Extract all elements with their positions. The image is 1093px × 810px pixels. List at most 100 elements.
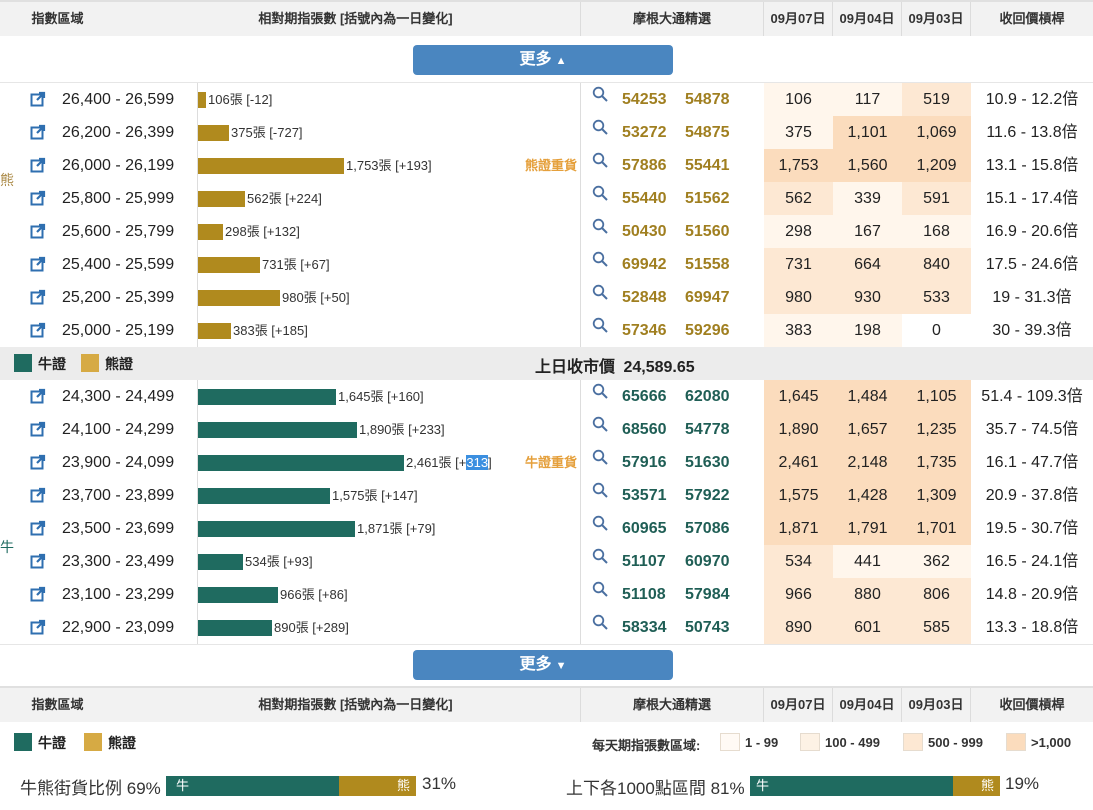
daily-contracts-cell: 1,791: [833, 512, 902, 545]
search-icon[interactable]: [592, 152, 608, 168]
warrant-code-link[interactable]: 69942: [622, 256, 667, 273]
warrant-code-link[interactable]: 51562: [685, 190, 730, 207]
warrant-code-link[interactable]: 55441: [685, 157, 730, 174]
header-date-2[interactable]: 09月04日: [839, 11, 895, 26]
search-icon[interactable]: [592, 482, 608, 498]
daily-contracts-cell: 106: [764, 83, 833, 116]
search-icon[interactable]: [592, 218, 608, 234]
warrant-code-link[interactable]: 51630: [685, 454, 730, 471]
daily-contracts-cell: 1,575: [764, 479, 833, 512]
warrant-code-link[interactable]: 54253: [622, 91, 667, 108]
warrant-code-link[interactable]: 59296: [685, 322, 730, 339]
search-icon[interactable]: [592, 548, 608, 564]
external-link-icon[interactable]: [30, 289, 46, 305]
warrant-code-link[interactable]: 62080: [685, 388, 730, 405]
search-icon[interactable]: [592, 614, 608, 630]
daily-contracts-cell: 731: [764, 248, 833, 281]
index-range: 25,600 - 25,799: [62, 223, 175, 240]
daily-contracts-cell: 441: [833, 545, 902, 578]
search-icon[interactable]: [592, 416, 608, 432]
search-icon[interactable]: [592, 515, 608, 531]
warrant-code-link[interactable]: 57916: [622, 454, 667, 471]
header-date-3[interactable]: 09月03日: [908, 697, 964, 712]
warrant-code-link[interactable]: 54878: [685, 91, 730, 108]
left-ratio-bull-pct: 69%: [126, 779, 161, 798]
search-icon[interactable]: [592, 86, 608, 102]
external-link-icon[interactable]: [30, 421, 46, 437]
header-date-1[interactable]: 09月07日: [770, 697, 826, 712]
external-link-icon[interactable]: [30, 619, 46, 635]
warrant-code-link[interactable]: 53272: [622, 124, 667, 141]
external-link-icon[interactable]: [30, 91, 46, 107]
warrant-code-link[interactable]: 50430: [622, 223, 667, 240]
external-link-icon[interactable]: [30, 520, 46, 536]
header-divider: [580, 688, 581, 722]
column-divider: [580, 83, 581, 347]
external-link-icon[interactable]: [30, 454, 46, 470]
daily-contracts-cell: 1,069: [902, 116, 971, 149]
external-link-icon[interactable]: [30, 190, 46, 206]
warrant-code-link[interactable]: 51107: [622, 553, 666, 570]
warrant-code-link[interactable]: 57922: [685, 487, 730, 504]
bull-legend-label: 牛證: [38, 356, 66, 372]
external-link-icon[interactable]: [30, 157, 46, 173]
contract-bar: [198, 455, 404, 471]
more-button-label: 更多: [519, 656, 552, 673]
external-link-icon[interactable]: [30, 322, 46, 338]
contract-bar-label: 1,890張 [+233]: [359, 422, 445, 437]
warrant-code-link[interactable]: 57086: [685, 520, 730, 537]
warrant-code-link[interactable]: 57346: [622, 322, 667, 339]
index-range: 22,900 - 23,099: [62, 619, 175, 636]
warrant-code-link[interactable]: 57984: [685, 586, 730, 603]
scale-swatch-3: [903, 733, 923, 751]
contract-bar: [198, 521, 355, 537]
warrant-code-link[interactable]: 60965: [622, 520, 667, 537]
external-link-icon[interactable]: [30, 388, 46, 404]
warrant-code-link[interactable]: 50743: [685, 619, 730, 636]
warrant-code-link[interactable]: 58334: [622, 619, 667, 636]
warrant-code-link[interactable]: 52848: [622, 289, 667, 306]
bull-row: 22,900 - 23,099 890張 [+289] 58334 50743 890 6…: [0, 611, 1093, 644]
warrant-code-link[interactable]: 54875: [685, 124, 730, 141]
header-bar: 相對期指張數 [括號內為一日變化]: [258, 697, 453, 712]
warrant-code-link[interactable]: 55440: [622, 190, 667, 207]
header-date-2[interactable]: 09月04日: [839, 697, 895, 712]
warrant-code-link[interactable]: 60970: [685, 553, 730, 570]
search-icon[interactable]: [592, 251, 608, 267]
warrant-code-link[interactable]: 51108: [622, 586, 666, 603]
search-icon[interactable]: [592, 581, 608, 597]
warrant-code-link[interactable]: 69947: [685, 289, 730, 306]
warrant-code-link[interactable]: 57886: [622, 157, 667, 174]
search-icon[interactable]: [592, 185, 608, 201]
search-icon[interactable]: [592, 449, 608, 465]
scale-title: 每天期指張數區域:: [592, 738, 701, 753]
contract-bar: [198, 587, 278, 603]
external-link-icon[interactable]: [30, 223, 46, 239]
external-link-icon[interactable]: [30, 124, 46, 140]
search-icon[interactable]: [592, 383, 608, 399]
external-link-icon[interactable]: [30, 487, 46, 503]
warrant-code-link[interactable]: 51558: [685, 256, 730, 273]
contract-bar-label: 731張 [+67]: [262, 257, 330, 272]
more-button-bottom[interactable]: 更多 ▼: [413, 650, 673, 680]
header-divider: [970, 688, 971, 722]
index-range: 26,400 - 26,599: [62, 91, 175, 108]
search-icon[interactable]: [592, 284, 608, 300]
warrant-code-link[interactable]: 65666: [622, 388, 667, 405]
search-icon[interactable]: [592, 119, 608, 135]
external-link-icon[interactable]: [30, 256, 46, 272]
warrant-code-link[interactable]: 54778: [685, 421, 730, 438]
more-button-top[interactable]: 更多 ▲: [413, 45, 673, 75]
external-link-icon[interactable]: [30, 553, 46, 569]
warrant-code-link[interactable]: 51560: [685, 223, 730, 240]
daily-contracts-cell: 966: [764, 578, 833, 611]
header-date-1[interactable]: 09月07日: [770, 11, 826, 26]
search-icon[interactable]: [592, 317, 608, 333]
header-date-3[interactable]: 09月03日: [908, 11, 964, 26]
daily-contracts-cell: 1,560: [833, 149, 902, 182]
warrant-code-link[interactable]: 53571: [622, 487, 667, 504]
table-header-top: 指數區域 相對期指張數 [括號內為一日變化] 摩根大通精選 09月07日 09月…: [0, 0, 1093, 36]
column-divider: [197, 83, 198, 347]
external-link-icon[interactable]: [30, 586, 46, 602]
warrant-code-link[interactable]: 68560: [622, 421, 667, 438]
